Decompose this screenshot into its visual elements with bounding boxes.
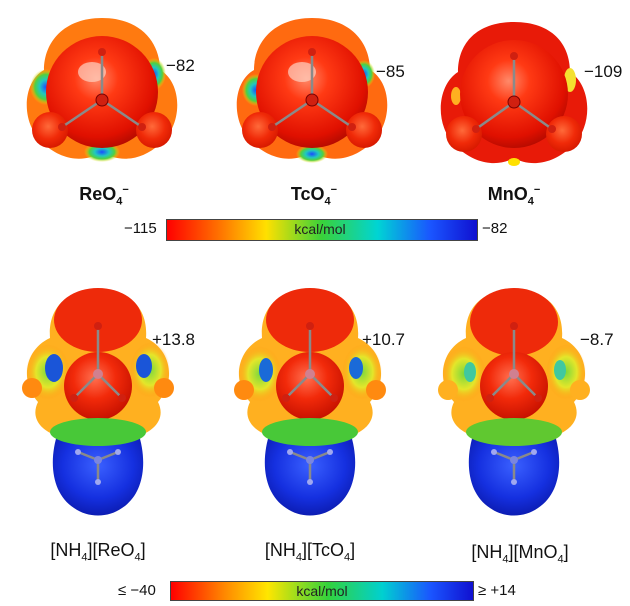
scale-top-unit: kcal/mol [294, 221, 346, 237]
esp-surface-mno4 [440, 22, 588, 166]
esp-value-nh4-reo4: +13.8 [152, 330, 196, 349]
scale-top-bar [166, 219, 478, 241]
scale-top-min: −115 [124, 220, 157, 237]
label-nh4-tco4: [NH4][TcO4] [264, 540, 356, 564]
esp-value-nh4-mno4: −8.7 [580, 330, 614, 349]
scale-bottom-min: ≤ −40 [118, 582, 156, 599]
scale-bottom-unit: kcal/mol [296, 583, 348, 599]
esp-surface-nh4-mno4 [438, 288, 590, 516]
esp-value-tco4: −85 [376, 62, 405, 81]
label-mno4: MnO4− [487, 184, 541, 208]
label-tco4: TcO4− [290, 184, 338, 208]
esp-value-nh4-tco4: +10.7 [362, 330, 406, 349]
esp-value-reo4: −82 [166, 56, 195, 75]
esp-value-mno4: −109 [584, 62, 623, 81]
label-nh4-mno4: [NH4][MnO4] [471, 542, 569, 566]
esp-surface-nh4-reo4 [22, 288, 174, 516]
esp-surface-reo4 [26, 18, 178, 162]
esp-surface-nh4-tco4 [234, 288, 386, 516]
esp-surface-tco4 [236, 18, 388, 163]
label-reo4: ReO4− [79, 184, 129, 208]
scale-bottom-bar [170, 581, 474, 601]
label-nh4-reo4: [NH4][ReO4] [50, 540, 146, 564]
scale-bottom-max: ≥ +14 [478, 582, 516, 599]
scale-top-max: −82 [482, 220, 508, 237]
